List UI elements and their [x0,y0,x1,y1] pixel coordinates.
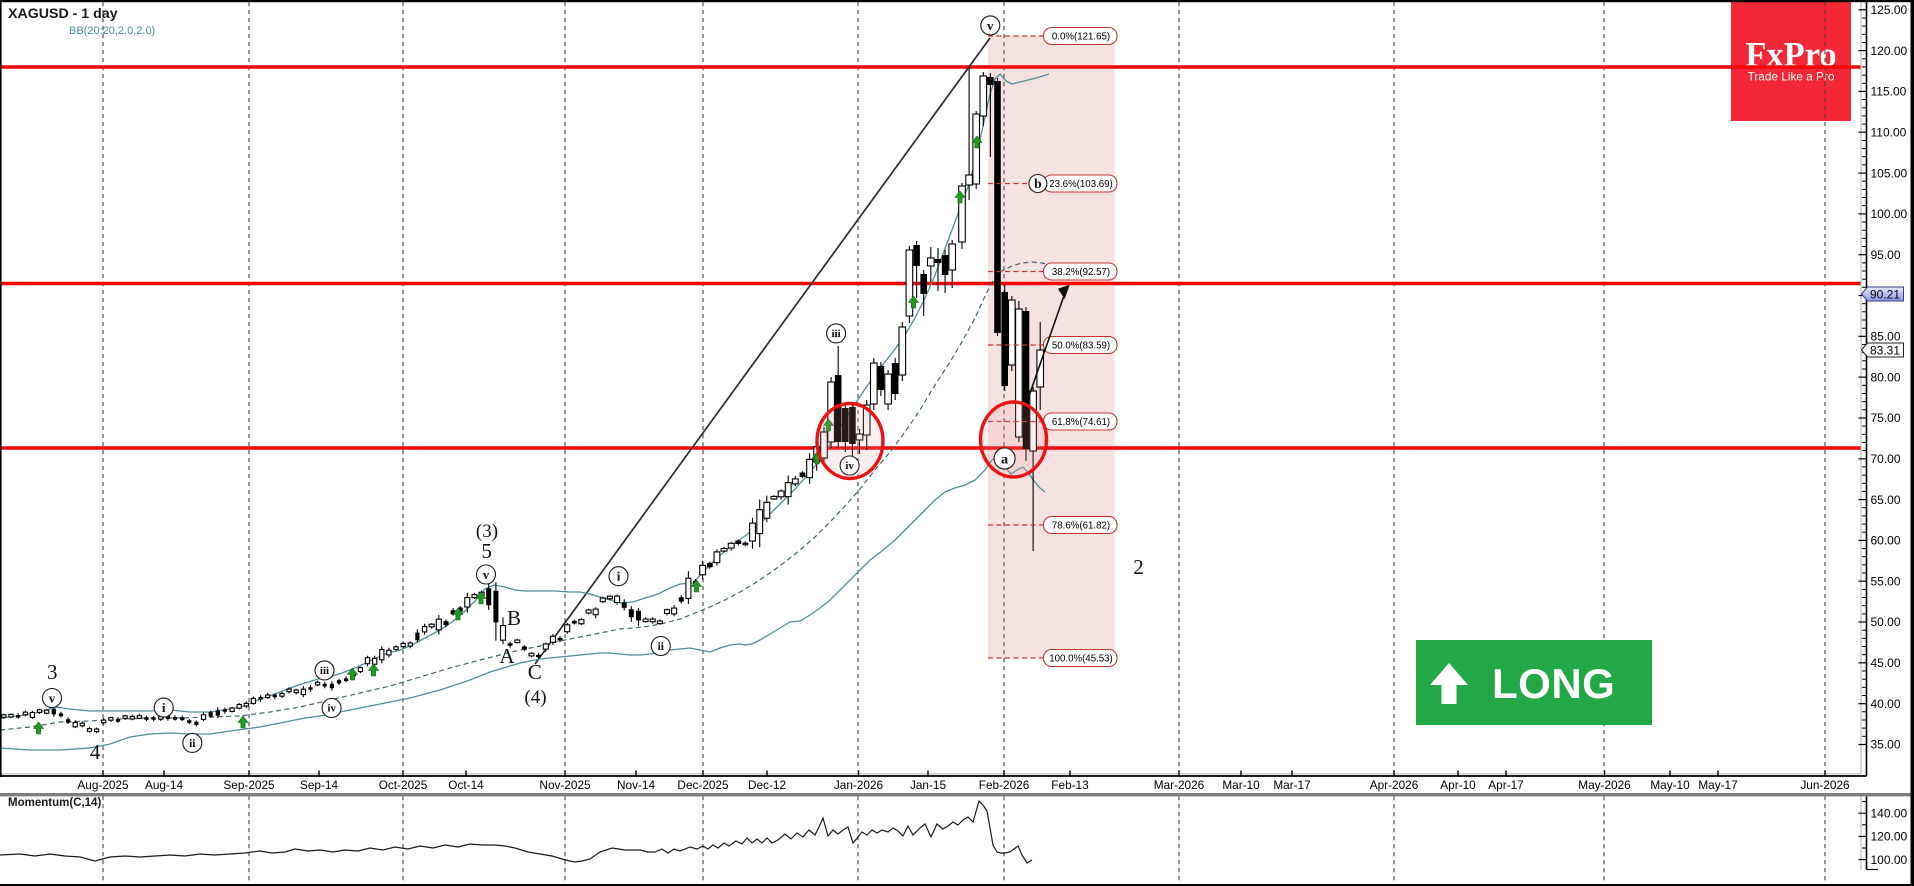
svg-text:Mar-2026: Mar-2026 [1154,778,1205,792]
svg-text:55.00: 55.00 [1871,574,1901,588]
svg-text:Dec-12: Dec-12 [748,778,786,792]
svg-text:90.21: 90.21 [1870,287,1900,301]
svg-text:i: i [617,569,621,584]
svg-text:C: C [528,660,542,684]
svg-text:95.00: 95.00 [1871,248,1901,262]
svg-text:b: b [1034,176,1042,191]
svg-text:0.0%(121.65): 0.0%(121.65) [1052,32,1110,43]
svg-text:100.0%(45.53): 100.0%(45.53) [1049,654,1113,665]
svg-text:a: a [1001,452,1008,467]
svg-text:40.00: 40.00 [1871,697,1901,711]
svg-text:ii: ii [189,738,196,750]
svg-text:Sep-2025: Sep-2025 [223,778,275,792]
svg-text:5: 5 [481,539,492,563]
svg-text:(4): (4) [524,687,546,708]
svg-text:105.00: 105.00 [1871,166,1908,180]
svg-text:85.00: 85.00 [1871,330,1901,344]
svg-text:iii: iii [320,665,329,677]
svg-text:Apr-17: Apr-17 [1488,778,1523,792]
svg-text:Mar-10: Mar-10 [1222,778,1260,792]
svg-text:65.00: 65.00 [1871,493,1901,507]
svg-text:70.00: 70.00 [1871,452,1901,466]
svg-text:iii: iii [832,328,841,340]
svg-text:38.2%(92.57): 38.2%(92.57) [1052,267,1110,278]
svg-text:Oct-14: Oct-14 [448,778,484,792]
svg-text:100.00: 100.00 [1871,853,1908,867]
svg-text:60.00: 60.00 [1871,534,1901,548]
svg-text:100.00: 100.00 [1871,207,1908,221]
svg-text:iv: iv [845,460,854,472]
svg-text:45.00: 45.00 [1871,656,1901,670]
svg-text:Jan-2026: Jan-2026 [834,778,884,792]
svg-text:v: v [483,567,490,582]
svg-text:Nov-2025: Nov-2025 [539,778,591,792]
svg-text:Feb-2026: Feb-2026 [979,778,1030,792]
svg-text:Trade Like a Pro: Trade Like a Pro [1748,70,1835,84]
svg-text:May-10: May-10 [1650,778,1690,792]
svg-text:v: v [987,18,994,33]
svg-text:115.00: 115.00 [1871,85,1907,99]
svg-text:XAGUSD - 1 day: XAGUSD - 1 day [8,6,118,22]
svg-text:ii: ii [658,641,665,653]
svg-text:iv: iv [327,703,336,715]
svg-text:Feb-13: Feb-13 [1051,778,1089,792]
svg-text:80.00: 80.00 [1871,370,1901,384]
svg-text:Jun-2026: Jun-2026 [1800,778,1850,792]
svg-text:LONG: LONG [1492,660,1615,707]
svg-text:May-17: May-17 [1698,778,1737,792]
svg-text:120.00: 120.00 [1871,830,1908,844]
svg-text:4: 4 [90,740,101,764]
svg-text:BB(20:20,2.0,2.0): BB(20:20,2.0,2.0) [69,25,155,37]
svg-text:Apr-2026: Apr-2026 [1370,778,1419,792]
svg-text:Aug-14: Aug-14 [145,778,183,792]
svg-text:61.8%(74.61): 61.8%(74.61) [1052,417,1110,428]
svg-text:i: i [162,700,166,715]
svg-text:Mar-17: Mar-17 [1273,778,1310,792]
svg-text:110.00: 110.00 [1871,125,1907,139]
svg-text:83.31: 83.31 [1870,343,1900,357]
svg-text:Momentum(C,14): Momentum(C,14) [8,797,101,809]
svg-text:78.6%(61.82): 78.6%(61.82) [1052,521,1110,532]
svg-text:35.00: 35.00 [1871,738,1901,752]
svg-text:v: v [49,690,56,705]
svg-text:Apr-10: Apr-10 [1440,778,1476,792]
svg-text:2: 2 [1133,555,1144,579]
svg-text:Jan-15: Jan-15 [910,778,947,792]
svg-text:125.00: 125.00 [1871,3,1908,17]
svg-text:Oct-2025: Oct-2025 [379,778,428,792]
svg-text:B: B [507,606,521,630]
svg-text:140.00: 140.00 [1871,806,1908,820]
svg-text:Sep-14: Sep-14 [300,778,338,792]
svg-text:50.00: 50.00 [1871,615,1901,629]
svg-text:A: A [499,644,515,668]
svg-text:3: 3 [47,660,58,684]
svg-text:Nov-14: Nov-14 [617,778,655,792]
svg-text:120.00: 120.00 [1871,44,1908,58]
svg-text:50.0%(83.59): 50.0%(83.59) [1052,341,1110,352]
svg-text:Aug-2025: Aug-2025 [77,778,129,792]
svg-text:May-2026: May-2026 [1578,778,1631,792]
svg-text:23.6%(103.69): 23.6%(103.69) [1049,179,1113,190]
svg-text:75.00: 75.00 [1871,411,1901,425]
svg-text:Dec-2025: Dec-2025 [677,778,729,792]
svg-text:(3): (3) [476,521,498,542]
